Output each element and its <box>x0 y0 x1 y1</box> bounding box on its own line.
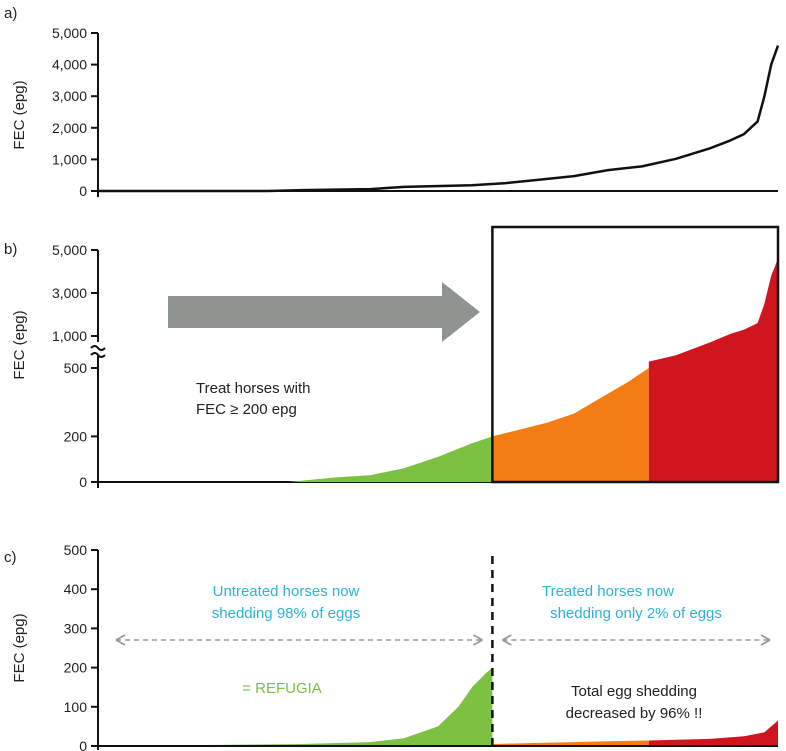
panel-a-y-tick-label: 2,000 <box>52 120 87 136</box>
panel-c-area-0 <box>98 667 493 746</box>
panel-c-y-tick-label: 0 <box>79 738 87 751</box>
treat-annotation-line-2: FEC ≥ 200 epg <box>196 401 297 418</box>
right-arrow-icon <box>168 282 480 342</box>
panel-c-y-tick-label: 300 <box>64 620 88 636</box>
panel-a-y-axis-label: FEC (epg) <box>11 80 28 149</box>
panel-a-y-tick-label: 1,000 <box>52 151 87 167</box>
panel-c-y-tick-label: 400 <box>64 581 88 597</box>
panel-a-y-tick-label: 3,000 <box>52 88 87 104</box>
panel-b-y-tick-label: 200 <box>64 428 88 444</box>
treated-text-line-2: shedding only 2% of eggs <box>550 605 722 622</box>
summary-text-line-1: Total egg shedding <box>571 683 697 700</box>
panel-b: b) FEC (epg) Treat horses with FEC ≥ 200… <box>4 241 480 418</box>
panel-b-area-2 <box>648 258 778 482</box>
treat-annotation-line-1: Treat horses with <box>196 380 311 397</box>
panel-b-label: b) <box>4 241 17 258</box>
panel-c-area-1 <box>492 740 649 746</box>
panel-b-area-0 <box>288 436 493 482</box>
panel-b-y-tick-label: 3,000 <box>52 285 87 301</box>
untreated-text-line-1: Untreated horses now <box>213 583 360 600</box>
summary-text-line-2: decreased by 96% !! <box>566 705 703 722</box>
panel-c-y-axis-label: FEC (epg) <box>11 613 28 682</box>
right-double-arrow-icon <box>501 634 771 646</box>
panel-c-y-tick-label: 100 <box>64 699 88 715</box>
panel-c-label: c) <box>4 549 17 566</box>
untreated-text-line-2: shedding 98% of eggs <box>212 605 360 622</box>
panel-b-y-axis-label: FEC (epg) <box>11 310 28 379</box>
panel-b-area-1 <box>492 368 649 482</box>
panel-c-y-tick-label: 200 <box>64 660 88 676</box>
panel-a: a) FEC (epg) <box>4 5 28 150</box>
panel-a-y-tick-label: 0 <box>79 183 87 199</box>
panel-c-area-2 <box>648 720 778 746</box>
axis-break-icon <box>90 345 106 358</box>
panel-b-treated-box <box>491 225 780 484</box>
panel-a-y-tick-label: 5,000 <box>52 25 87 41</box>
panel-c-y-tick-label: 500 <box>64 542 88 558</box>
refugia-text: = REFUGIA <box>242 680 322 697</box>
panel-b-y-tick-label: 5,000 <box>52 242 87 258</box>
left-double-arrow-icon <box>115 634 483 646</box>
panel-a-series-line <box>98 45 780 193</box>
panel-a-y-tick-label: 4,000 <box>52 57 87 73</box>
panel-b-y-tick-label: 500 <box>64 360 88 376</box>
panel-a-label: a) <box>4 5 17 22</box>
panel-c: c) FEC (epg) Untreated horses now sheddi… <box>4 549 722 722</box>
panel-b-y-tick-label: 1,000 <box>52 328 87 344</box>
treated-text-line-1: Treated horses now <box>542 583 674 600</box>
panel-b-y-tick-label: 0 <box>79 474 87 490</box>
